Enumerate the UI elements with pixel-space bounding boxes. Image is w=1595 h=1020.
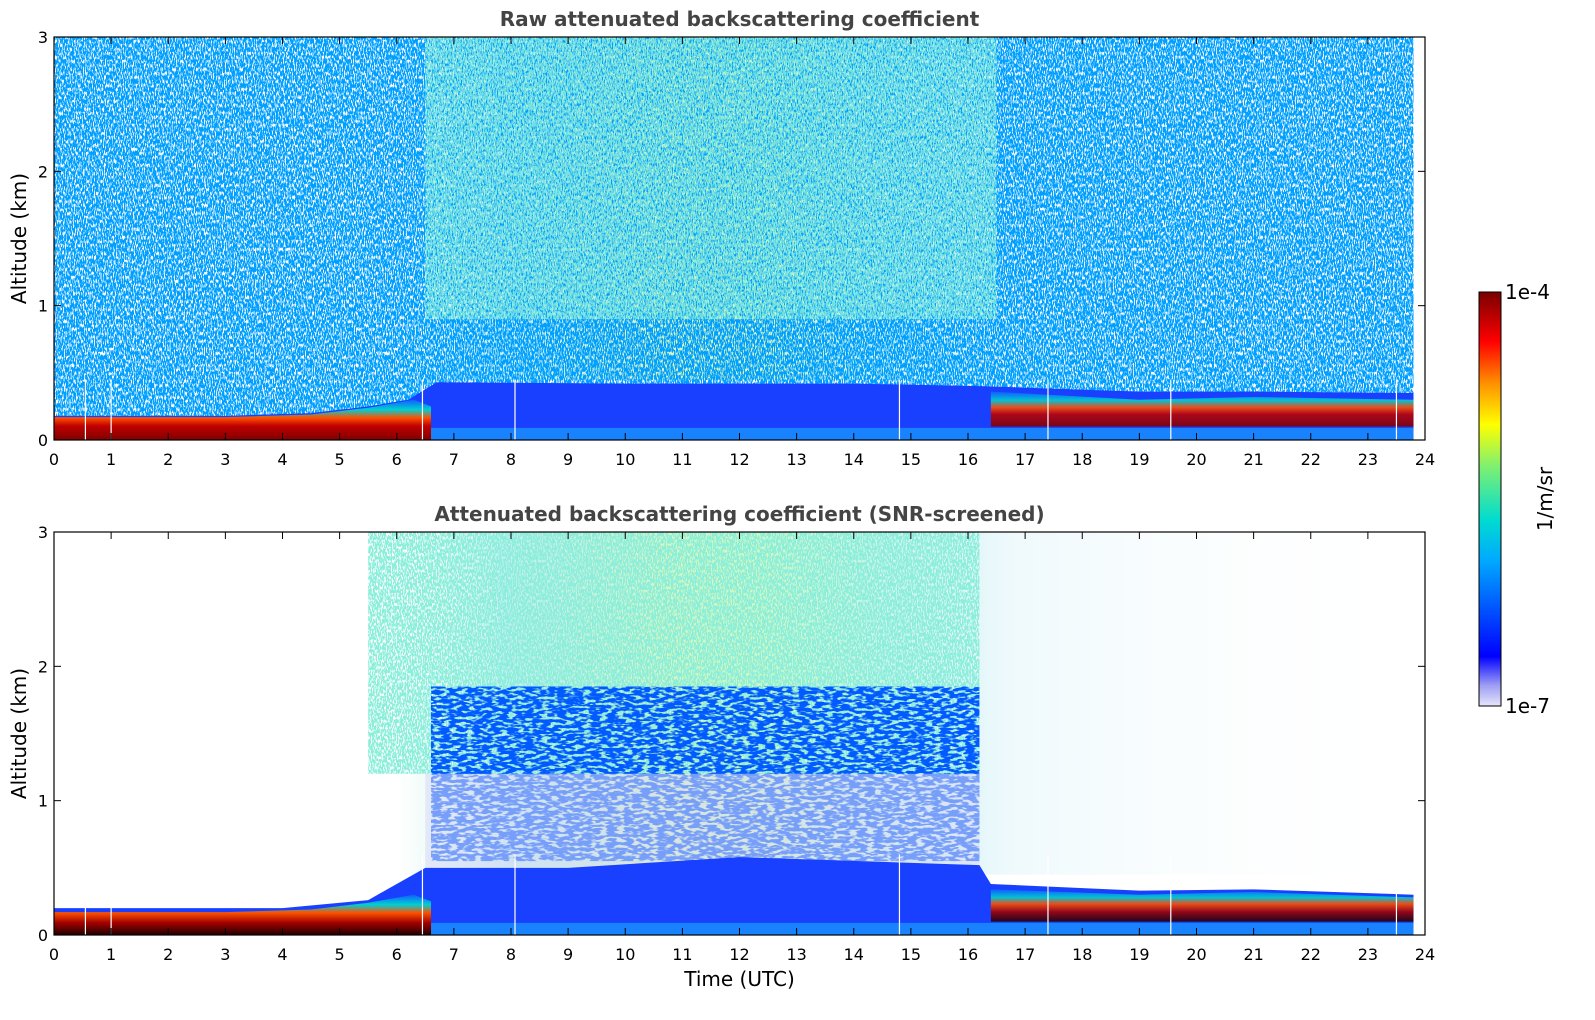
heatmap-field <box>54 37 1414 440</box>
y-tick-label: 1 <box>38 297 48 316</box>
x-tick-label: 18 <box>1072 450 1092 469</box>
y-tick-label: 1 <box>38 792 48 811</box>
noise-speckle-green <box>425 37 997 320</box>
x-tick-label: 13 <box>786 450 806 469</box>
x-tick-label: 15 <box>901 450 921 469</box>
y-tick-label: 2 <box>38 162 48 181</box>
x-tick-label: 12 <box>729 945 749 964</box>
night-aerosol-layer <box>54 399 432 440</box>
x-tick-label: 20 <box>1186 945 1206 964</box>
x-tick-label: 13 <box>786 945 806 964</box>
x-tick-label: 3 <box>220 450 230 469</box>
evening-aerosol-layer <box>990 391 1414 427</box>
x-tick-label: 23 <box>1358 450 1378 469</box>
x-tick-label: 21 <box>1243 450 1263 469</box>
x-tick-label: 2 <box>163 450 173 469</box>
heatmap-raw <box>54 37 1414 440</box>
y-axis-label-raw: Altitude (km) <box>7 173 31 304</box>
surface-layer <box>431 922 1414 935</box>
x-tick-label: 9 <box>563 450 573 469</box>
y-tick-label: 3 <box>38 523 48 542</box>
x-tick-label: 23 <box>1358 945 1378 964</box>
x-tick-label: 2 <box>163 945 173 964</box>
x-tick-label: 19 <box>1129 450 1149 469</box>
x-tick-label: 9 <box>563 945 573 964</box>
x-tick-label: 16 <box>958 945 978 964</box>
x-tick-label: 1 <box>106 945 116 964</box>
y-tick-label: 0 <box>38 431 48 450</box>
x-tick-label: 22 <box>1301 945 1321 964</box>
x-tick-label: 6 <box>392 450 402 469</box>
x-tick-label: 24 <box>1415 450 1435 469</box>
y-axis-label-snr: Altitude (km) <box>7 668 31 799</box>
x-tick-label: 8 <box>506 450 516 469</box>
x-tick-label: 15 <box>901 945 921 964</box>
x-tick-label: 20 <box>1186 450 1206 469</box>
x-tick-label: 22 <box>1301 450 1321 469</box>
panel-snr-screened: Attenuated backscattering coefficient (S… <box>7 502 1435 991</box>
x-tick-label: 12 <box>729 450 749 469</box>
x-tick-label: 24 <box>1415 945 1435 964</box>
colorbar-gradient <box>1478 291 1502 707</box>
y-tick-label: 0 <box>38 926 48 945</box>
colorbar-min-label: 1e-7 <box>1505 694 1550 718</box>
x-tick-label: 5 <box>335 945 345 964</box>
x-tick-label: 19 <box>1129 945 1149 964</box>
colorbar-unit-label: 1/m/sr <box>1533 466 1557 531</box>
x-tick-label: 8 <box>506 945 516 964</box>
colorbar: 1e-4 1e-7 1/m/sr <box>1478 280 1557 718</box>
x-tick-label: 10 <box>615 945 635 964</box>
night-aerosol-layer <box>54 894 432 935</box>
surface-layer <box>431 427 1414 440</box>
x-tick-label: 7 <box>449 450 459 469</box>
x-tick-label: 10 <box>615 450 635 469</box>
x-tick-label: 6 <box>392 945 402 964</box>
y-tick-label: 2 <box>38 657 48 676</box>
chart-title-raw: Raw attenuated backscattering coefficien… <box>500 7 980 31</box>
x-tick-label: 16 <box>958 450 978 469</box>
x-tick-label: 17 <box>1015 450 1035 469</box>
x-tick-label: 21 <box>1243 945 1263 964</box>
heatmap-field <box>54 532 1414 935</box>
colorbar-max-label: 1e-4 <box>1505 280 1550 304</box>
x-tick-label: 17 <box>1015 945 1035 964</box>
x-tick-label: 1 <box>106 450 116 469</box>
x-tick-label: 11 <box>672 450 692 469</box>
axis-ticks-raw: 0 1 2 3 4 5 6 7 8 9 10 11 12 13 14 15 16 17 18 19 20 21 22 23 24… <box>38 28 1435 469</box>
x-tick-label: 0 <box>49 945 59 964</box>
x-tick-label: 3 <box>220 945 230 964</box>
x-tick-label: 18 <box>1072 945 1092 964</box>
chart-title-snr: Attenuated backscattering coefficient (S… <box>434 502 1044 526</box>
x-tick-label: 4 <box>277 450 287 469</box>
x-tick-label: 4 <box>277 945 287 964</box>
y-tick-label: 3 <box>38 28 48 47</box>
axis-ticks-snr: 0 1 2 3 4 5 6 7 8 9 10 11 12 13 14 15 16 17 18 19 20 21 22 23 24… <box>38 523 1435 964</box>
panel-raw: Raw attenuated backscattering coefficien… <box>7 7 1435 469</box>
x-tick-label: 14 <box>844 945 864 964</box>
x-tick-label: 0 <box>49 450 59 469</box>
x-axis-label-time: Time (UTC) <box>683 967 795 991</box>
screened-haze <box>425 773 980 868</box>
x-tick-label: 11 <box>672 945 692 964</box>
x-tick-label: 14 <box>844 450 864 469</box>
x-tick-label: 5 <box>335 450 345 469</box>
evening-aerosol-layer <box>990 889 1414 922</box>
x-tick-label: 7 <box>449 945 459 964</box>
heatmap-snr-screened <box>54 532 1414 935</box>
